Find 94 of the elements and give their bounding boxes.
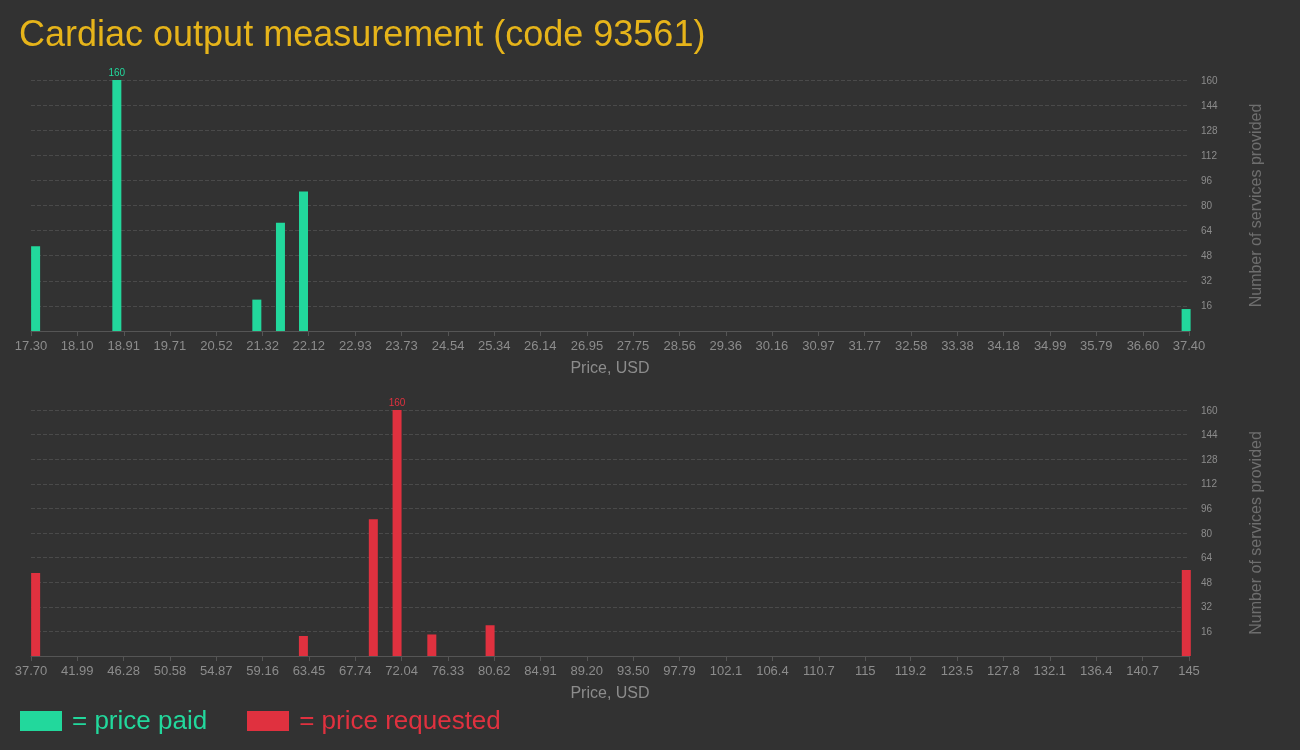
bar	[1181, 309, 1191, 331]
bar	[392, 410, 402, 656]
x-tick-label: 140.7	[1126, 663, 1159, 678]
y-tick-label: 64	[1201, 552, 1213, 564]
bar	[112, 80, 122, 331]
x-tick-label: 89.20	[570, 663, 604, 678]
x-tick-label: 36.60	[1126, 338, 1160, 353]
x-tick-label: 132.1	[1033, 663, 1067, 678]
y-tick-label: 16	[1201, 300, 1213, 312]
y-tick-label: 80	[1201, 527, 1213, 539]
y-tick-label: 144	[1201, 429, 1219, 441]
bar	[1181, 569, 1191, 656]
x-tick-label: 84.91	[524, 663, 557, 678]
x-tick-label: 33.38	[941, 338, 974, 353]
x-tick-label: 26.95	[570, 338, 604, 353]
x-tick-label: 29.36	[709, 338, 743, 353]
x-tick-label: 35.79	[1079, 338, 1113, 353]
x-tick-label: 41.99	[61, 663, 94, 678]
x-tick-label: 23.73	[385, 338, 418, 353]
x-tick-label: 145	[1178, 663, 1200, 678]
x-tick-label: 19.71	[153, 338, 187, 353]
x-tick-label: 119.2	[894, 663, 927, 678]
x-tick-label: 34.18	[987, 338, 1020, 353]
x-axis-title: Price, USD	[570, 358, 650, 376]
y-tick-label: 128	[1201, 453, 1219, 465]
x-tick-label: 18.91	[107, 338, 141, 353]
bar	[275, 222, 285, 331]
x-tick-label: 32.58	[895, 338, 928, 353]
y-tick-label: 64	[1201, 225, 1213, 237]
x-tick-label: 21.32	[246, 338, 279, 353]
x-tick-label: 22.12	[292, 338, 325, 353]
x-tick-label: 123.5	[940, 663, 974, 678]
bar	[485, 625, 495, 656]
x-tick-label: 50.58	[153, 663, 187, 678]
bar	[252, 299, 262, 331]
bar	[368, 519, 378, 656]
x-tick-label: 37.70	[14, 663, 48, 678]
x-tick-label: 115	[854, 663, 876, 678]
bar	[31, 246, 41, 331]
x-tick-label: 31.77	[848, 338, 881, 353]
x-tick-label: 24.54	[431, 338, 465, 353]
y-tick-label: 128	[1201, 124, 1219, 136]
data-label: 160	[388, 396, 406, 408]
x-tick-label: 20.52	[200, 338, 233, 353]
chart-title: Cardiac output measurement (code 93561)	[19, 12, 706, 54]
x-tick-label: 76.33	[431, 663, 465, 678]
x-tick-label: 54.87	[200, 663, 233, 678]
x-tick-label: 30.16	[755, 338, 789, 353]
y-axis-title: Number of services provided	[1246, 431, 1264, 635]
x-tick-label: 136.4	[1079, 663, 1113, 678]
bar	[299, 191, 308, 331]
x-tick-label: 26.14	[524, 338, 557, 353]
y-tick-label: 48	[1201, 576, 1213, 588]
x-tick-label: 97.79	[663, 663, 696, 678]
y-tick-label: 96	[1201, 502, 1213, 514]
x-tick-label: 110.7	[803, 663, 835, 678]
legend-label: = price paid	[72, 705, 208, 736]
x-tick-label: 93.50	[616, 663, 650, 678]
y-tick-label: 160	[1201, 404, 1219, 416]
legend-label: = price requested	[299, 705, 501, 736]
y-tick-label: 32	[1201, 275, 1213, 287]
y-axis-title: Number of services provided	[1246, 103, 1264, 308]
x-tick-label: 27.75	[616, 338, 650, 353]
y-tick-label: 112	[1201, 478, 1218, 490]
x-tick-label: 127.8	[987, 663, 1020, 678]
y-tick-label: 96	[1201, 174, 1213, 186]
y-tick-label: 112	[1201, 149, 1218, 161]
bar	[298, 636, 308, 656]
x-tick-label: 37.40	[1172, 338, 1206, 353]
x-tick-label: 80.62	[477, 663, 511, 678]
x-tick-label: 63.45	[292, 663, 326, 678]
x-tick-label: 72.04	[385, 663, 418, 678]
y-tick-label: 32	[1201, 601, 1213, 613]
x-tick-label: 46.28	[107, 663, 140, 678]
y-tick-label: 144	[1201, 99, 1219, 111]
x-axis-title: Price, USD	[570, 683, 650, 701]
x-tick-label: 18.10	[60, 338, 94, 353]
x-tick-label: 106.4	[756, 663, 789, 678]
x-tick-label: 25.34	[477, 338, 511, 353]
y-tick-label: 160	[1201, 74, 1219, 86]
bar	[31, 572, 41, 656]
x-tick-label: 34.99	[1033, 338, 1067, 353]
y-tick-label: 80	[1201, 200, 1213, 211]
y-tick-label: 16	[1201, 625, 1213, 637]
bar	[427, 634, 437, 656]
x-tick-label: 22.93	[339, 338, 372, 353]
x-tick-label: 17.30	[14, 338, 48, 353]
x-tick-label: 30.97	[802, 338, 835, 353]
x-tick-label: 28.56	[663, 338, 696, 353]
data-label: 160	[108, 66, 126, 78]
x-tick-label: 59.16	[246, 663, 279, 678]
x-tick-label: 67.74	[338, 663, 372, 678]
x-tick-label: 102.1	[709, 663, 743, 678]
y-tick-label: 48	[1201, 250, 1213, 262]
